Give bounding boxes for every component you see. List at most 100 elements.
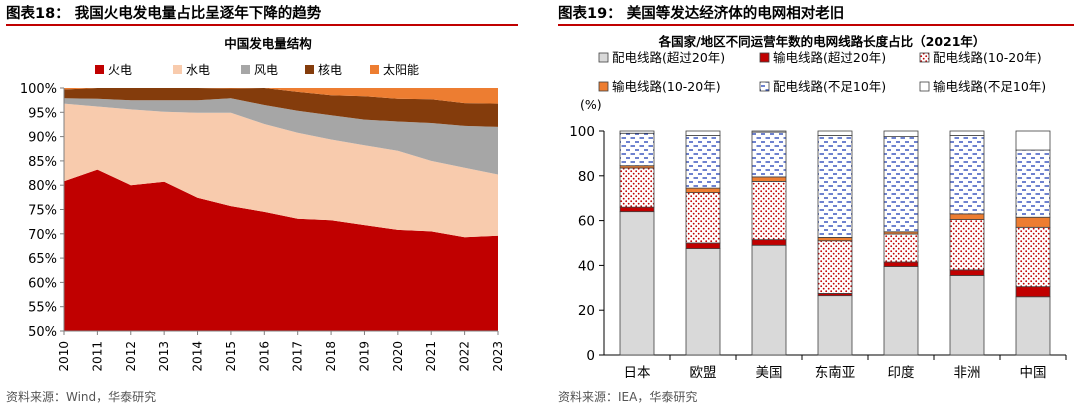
left-chart-areas (64, 88, 498, 331)
bar-segment (883, 136, 919, 233)
y-tick-label: 80% (28, 179, 57, 194)
right-source-note: 资料来源：IEA，华泰研究 (558, 390, 698, 404)
y-tick-label: 80 (578, 169, 595, 185)
y-tick-label: 50% (28, 325, 57, 340)
legend-label: 配电线路(10-20年) (933, 50, 1042, 65)
bar-segment (1015, 149, 1051, 218)
legend-label: 水电 (186, 63, 210, 77)
bar-segment (949, 269, 985, 276)
legend-label: 配电线路(不足10年) (773, 79, 886, 94)
bar-segment (817, 295, 853, 356)
y-tick-label: 75% (28, 204, 57, 219)
y-tick-label: 60% (28, 276, 57, 291)
left-title-rule (6, 24, 518, 26)
bar-segment (1015, 286, 1051, 298)
x-tick-label: 日本 (624, 365, 652, 381)
x-tick-label: 2021 (424, 341, 438, 372)
legend-swatch (759, 52, 770, 63)
legend-swatch (919, 81, 930, 92)
bar-segment (1015, 296, 1051, 356)
legend-label: 风电 (254, 63, 278, 77)
right-chart-axes: 0 20 40 60 80 100 日本 欧盟 美国 东南亚 印度 非洲 中国 (569, 124, 1067, 381)
area-风电 (64, 98, 498, 175)
bar-segment (619, 130, 655, 134)
x-tick-label: 2014 (191, 341, 205, 372)
legend-label: 输电线路(超过20年) (773, 50, 886, 65)
x-tick-label: 中国 (1020, 365, 1047, 381)
bar-segment (619, 206, 655, 213)
bar-segment (817, 135, 853, 238)
bar-segment (949, 275, 985, 356)
left-chart-axes: 50% 55% 60% 65% 70% 75% 80% 85% 90% 95% 100% 2010 20… (20, 82, 505, 372)
y-tick-label: 85% (28, 155, 57, 170)
area-水电 (64, 103, 498, 238)
right-title-rule (558, 24, 1074, 26)
left-chart-title: 中国发电量结构 (224, 36, 312, 51)
x-tick-label: 印度 (888, 365, 915, 381)
y-tick-label: 60 (578, 214, 595, 230)
x-tick-label: 2020 (391, 341, 405, 372)
legend-label: 输电线路(10-20年) (612, 79, 721, 94)
legend-swatch (598, 52, 609, 63)
right-chart-bars (619, 130, 1051, 356)
bar-segment (1015, 216, 1051, 228)
x-tick-label: 美国 (756, 365, 783, 381)
legend-label: 太阳能 (383, 62, 419, 77)
y-tick-label: 0 (586, 348, 595, 364)
bar-segment (619, 132, 655, 167)
right-y-axis-label: (%) (580, 97, 602, 112)
legend-label: 输电线路(不足10年) (933, 79, 1046, 94)
bar-segment (1015, 226, 1051, 288)
bar-segment (685, 242, 721, 249)
bar-segment (685, 130, 721, 136)
bar-segment (685, 192, 721, 244)
legend-label: 核电 (318, 63, 342, 77)
legend-swatch (598, 81, 609, 92)
bar-segment (883, 261, 919, 267)
bar-segment (817, 236, 853, 242)
bar-segment (685, 248, 721, 356)
bar-segment (751, 180, 787, 241)
bar-segment (883, 233, 919, 263)
right-figure-title: 图表19： 美国等发达经济体的电网相对老旧 (558, 6, 845, 22)
bar-segment (817, 240, 853, 294)
bar-segment (619, 167, 655, 208)
legend-swatch (759, 81, 770, 92)
y-tick-label: 70% (28, 228, 57, 243)
x-tick-label: 2017 (291, 341, 305, 372)
x-tick-label: 2011 (90, 341, 104, 372)
bar-segment (949, 135, 985, 215)
x-tick-label: 东南亚 (815, 365, 856, 381)
bar-segment (1015, 130, 1051, 151)
bar-segment (817, 130, 853, 136)
bar-segment (751, 130, 787, 133)
x-tick-label: 2018 (324, 341, 338, 372)
left-source-note: 资料来源：Wind，华泰研究 (6, 390, 157, 404)
legend-label: 火电 (108, 63, 132, 77)
left-figure-title: 图表18： 我国火电发电量占比呈逐年下降的趋势 (6, 6, 322, 22)
x-tick-label: 2013 (157, 341, 171, 372)
bar-segment (751, 239, 787, 246)
bar-segment (883, 130, 919, 137)
legend-swatch (370, 65, 379, 74)
bar-segment (949, 219, 985, 271)
y-tick-label: 55% (28, 301, 57, 316)
bar-segment (685, 135, 721, 189)
legend-swatch (241, 65, 250, 74)
right-chart-title: 各国家/地区不同运营年数的电网线路长度占比（2021年） (658, 34, 986, 49)
x-tick-label: 2015 (224, 341, 238, 372)
legend-swatch (305, 65, 314, 74)
legend-swatch (919, 52, 930, 63)
y-tick-label: 65% (28, 252, 57, 267)
bar-segment (883, 266, 919, 356)
y-tick-label: 95% (28, 106, 57, 121)
bar-segment (751, 176, 787, 182)
bar-segment (685, 187, 721, 193)
area-太阳能 (64, 88, 498, 104)
right-chart-legend: 配电线路(超过20年) 输电线路(超过20年) 配电线路(10-20年) 输电线路(1… (598, 50, 1046, 94)
bar-segment (949, 130, 985, 136)
x-tick-label: 2019 (357, 341, 371, 372)
x-tick-label: 2010 (57, 341, 71, 372)
y-tick-label: 40 (578, 258, 595, 274)
